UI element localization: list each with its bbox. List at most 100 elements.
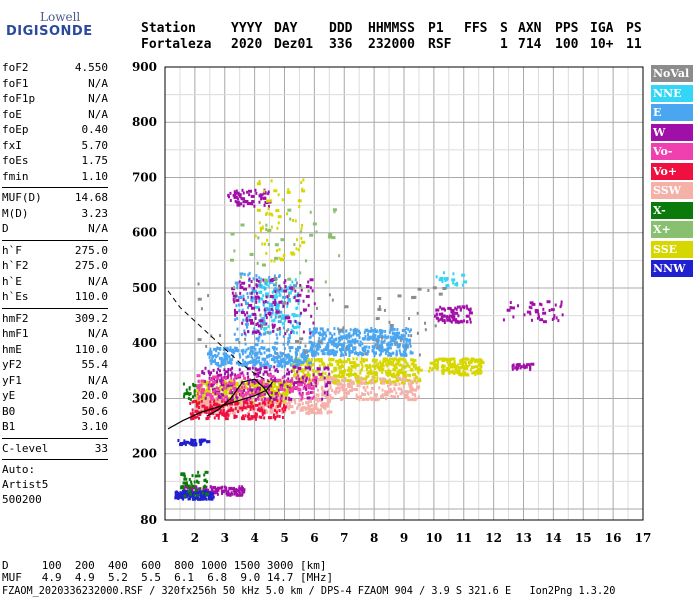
echo-point (254, 390, 257, 394)
echo-point (247, 410, 250, 414)
echo-point (395, 352, 398, 356)
echo-point (262, 406, 265, 410)
echo-point (348, 354, 351, 358)
echo-point (338, 343, 343, 347)
echo-point (283, 391, 286, 395)
echo-point (273, 350, 276, 354)
echo-point (371, 397, 374, 401)
y-tick-label: 700 (132, 170, 157, 184)
echo-point (512, 364, 515, 368)
echo-point (280, 397, 283, 401)
echo-point (297, 359, 302, 363)
echo-point (341, 383, 346, 387)
echo-point (434, 324, 437, 328)
param-value: 33 (94, 441, 108, 455)
echo-point (346, 390, 349, 394)
echo-point (190, 482, 193, 486)
echo-point (281, 407, 284, 411)
echo-point (239, 283, 242, 287)
echo-point (307, 285, 310, 289)
echo-point (234, 373, 237, 377)
echo-point (364, 364, 369, 368)
echo-point (212, 486, 217, 490)
echo-point (193, 493, 196, 497)
echo-point (405, 327, 408, 331)
echo-point (276, 249, 279, 253)
header-label-s: S (500, 21, 508, 36)
echo-point (260, 378, 265, 382)
echo-point (238, 296, 243, 300)
echo-point (363, 382, 366, 386)
echo-point (338, 365, 341, 369)
echo-point (318, 336, 321, 340)
echo-point (263, 366, 268, 370)
echo-point (441, 280, 444, 284)
echo-point (290, 289, 293, 293)
echo-point (196, 474, 201, 478)
echo-point (235, 346, 238, 350)
echo-point (207, 494, 212, 498)
echo-point (276, 391, 279, 395)
echo-point (232, 193, 235, 197)
echo-point (279, 401, 282, 405)
echo-point (262, 303, 265, 307)
echo-point (281, 410, 284, 414)
chart-curves (167, 290, 274, 430)
echo-point (298, 387, 301, 391)
echo-point (324, 372, 327, 376)
echo-point (203, 497, 206, 501)
echo-point (259, 193, 264, 197)
echo-point (286, 368, 289, 372)
divider (2, 239, 108, 241)
echo-point (223, 356, 226, 360)
echo-point (282, 380, 285, 384)
echo-point (284, 394, 287, 398)
echo-point (398, 357, 403, 361)
echo-point (244, 414, 247, 418)
echo-point (387, 373, 390, 377)
echo-point (285, 314, 290, 318)
echo-point (201, 401, 206, 405)
echo-point (241, 197, 246, 201)
echo-point (381, 371, 384, 375)
echo-point (197, 406, 200, 410)
echo-point (438, 312, 443, 316)
echo-point (451, 311, 454, 315)
echo-point (257, 283, 262, 287)
echo-point (348, 336, 351, 340)
echo-point (384, 329, 387, 333)
echo-point (182, 481, 187, 485)
echo-point (216, 486, 221, 490)
echo-point (199, 387, 202, 391)
echo-point (359, 369, 362, 373)
echo-point (214, 407, 219, 411)
echo-point (289, 405, 294, 409)
echo-point (233, 285, 236, 289)
echo-point (398, 382, 401, 386)
echo-point (319, 375, 324, 379)
logo-digisonde: DIGISONDE (6, 24, 93, 39)
echo-point (306, 383, 311, 387)
echo-point (403, 396, 408, 400)
echo-point (336, 344, 339, 348)
echo-point (265, 283, 268, 287)
echo-point (242, 318, 245, 322)
echo-point (347, 372, 352, 376)
echo-point (380, 329, 383, 333)
echo-point (238, 485, 241, 489)
echo-point (236, 402, 239, 406)
echo-point (255, 382, 260, 386)
echo-point (243, 399, 248, 403)
echo-point (216, 490, 219, 494)
echo-point (234, 407, 237, 411)
echo-point (310, 387, 315, 391)
echo-point (561, 313, 564, 317)
echo-point (459, 362, 462, 366)
echo-point (287, 407, 290, 411)
echo-point (477, 367, 482, 371)
echo-point (244, 322, 249, 326)
echo-point (286, 342, 289, 346)
echo-point (334, 392, 337, 396)
echo-point (316, 411, 321, 415)
echo-point (360, 362, 363, 366)
